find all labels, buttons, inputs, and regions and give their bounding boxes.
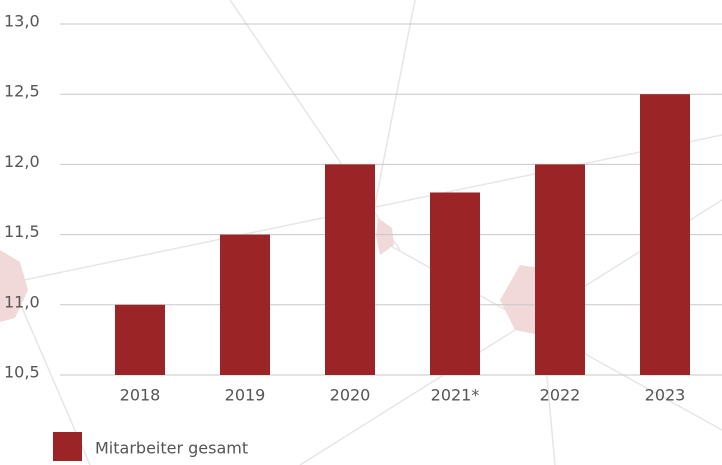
- bar: [535, 164, 585, 375]
- bar: [640, 94, 690, 375]
- legend-label: Mitarbeiter gesamt: [95, 439, 248, 458]
- bar: [430, 192, 480, 375]
- y-tick-label: 12,5: [4, 82, 40, 101]
- bar: [115, 304, 165, 375]
- y-tick-label: 12,0: [4, 152, 40, 171]
- x-tick-label: 2021*: [431, 386, 480, 405]
- y-tick-label: 10,5: [4, 363, 40, 382]
- x-tick-label: 2022: [540, 386, 581, 405]
- y-tick-label: 11,5: [4, 222, 40, 241]
- x-tick-label: 2023: [645, 386, 686, 405]
- x-tick-label: 2020: [330, 386, 371, 405]
- legend-swatch: [53, 432, 82, 461]
- bar: [220, 234, 270, 375]
- x-tick-label: 2019: [225, 386, 266, 405]
- y-tick-label: 13,0: [4, 12, 40, 31]
- y-tick-label: 11,0: [4, 292, 40, 311]
- x-tick-label: 2018: [120, 386, 161, 405]
- bar: [325, 164, 375, 375]
